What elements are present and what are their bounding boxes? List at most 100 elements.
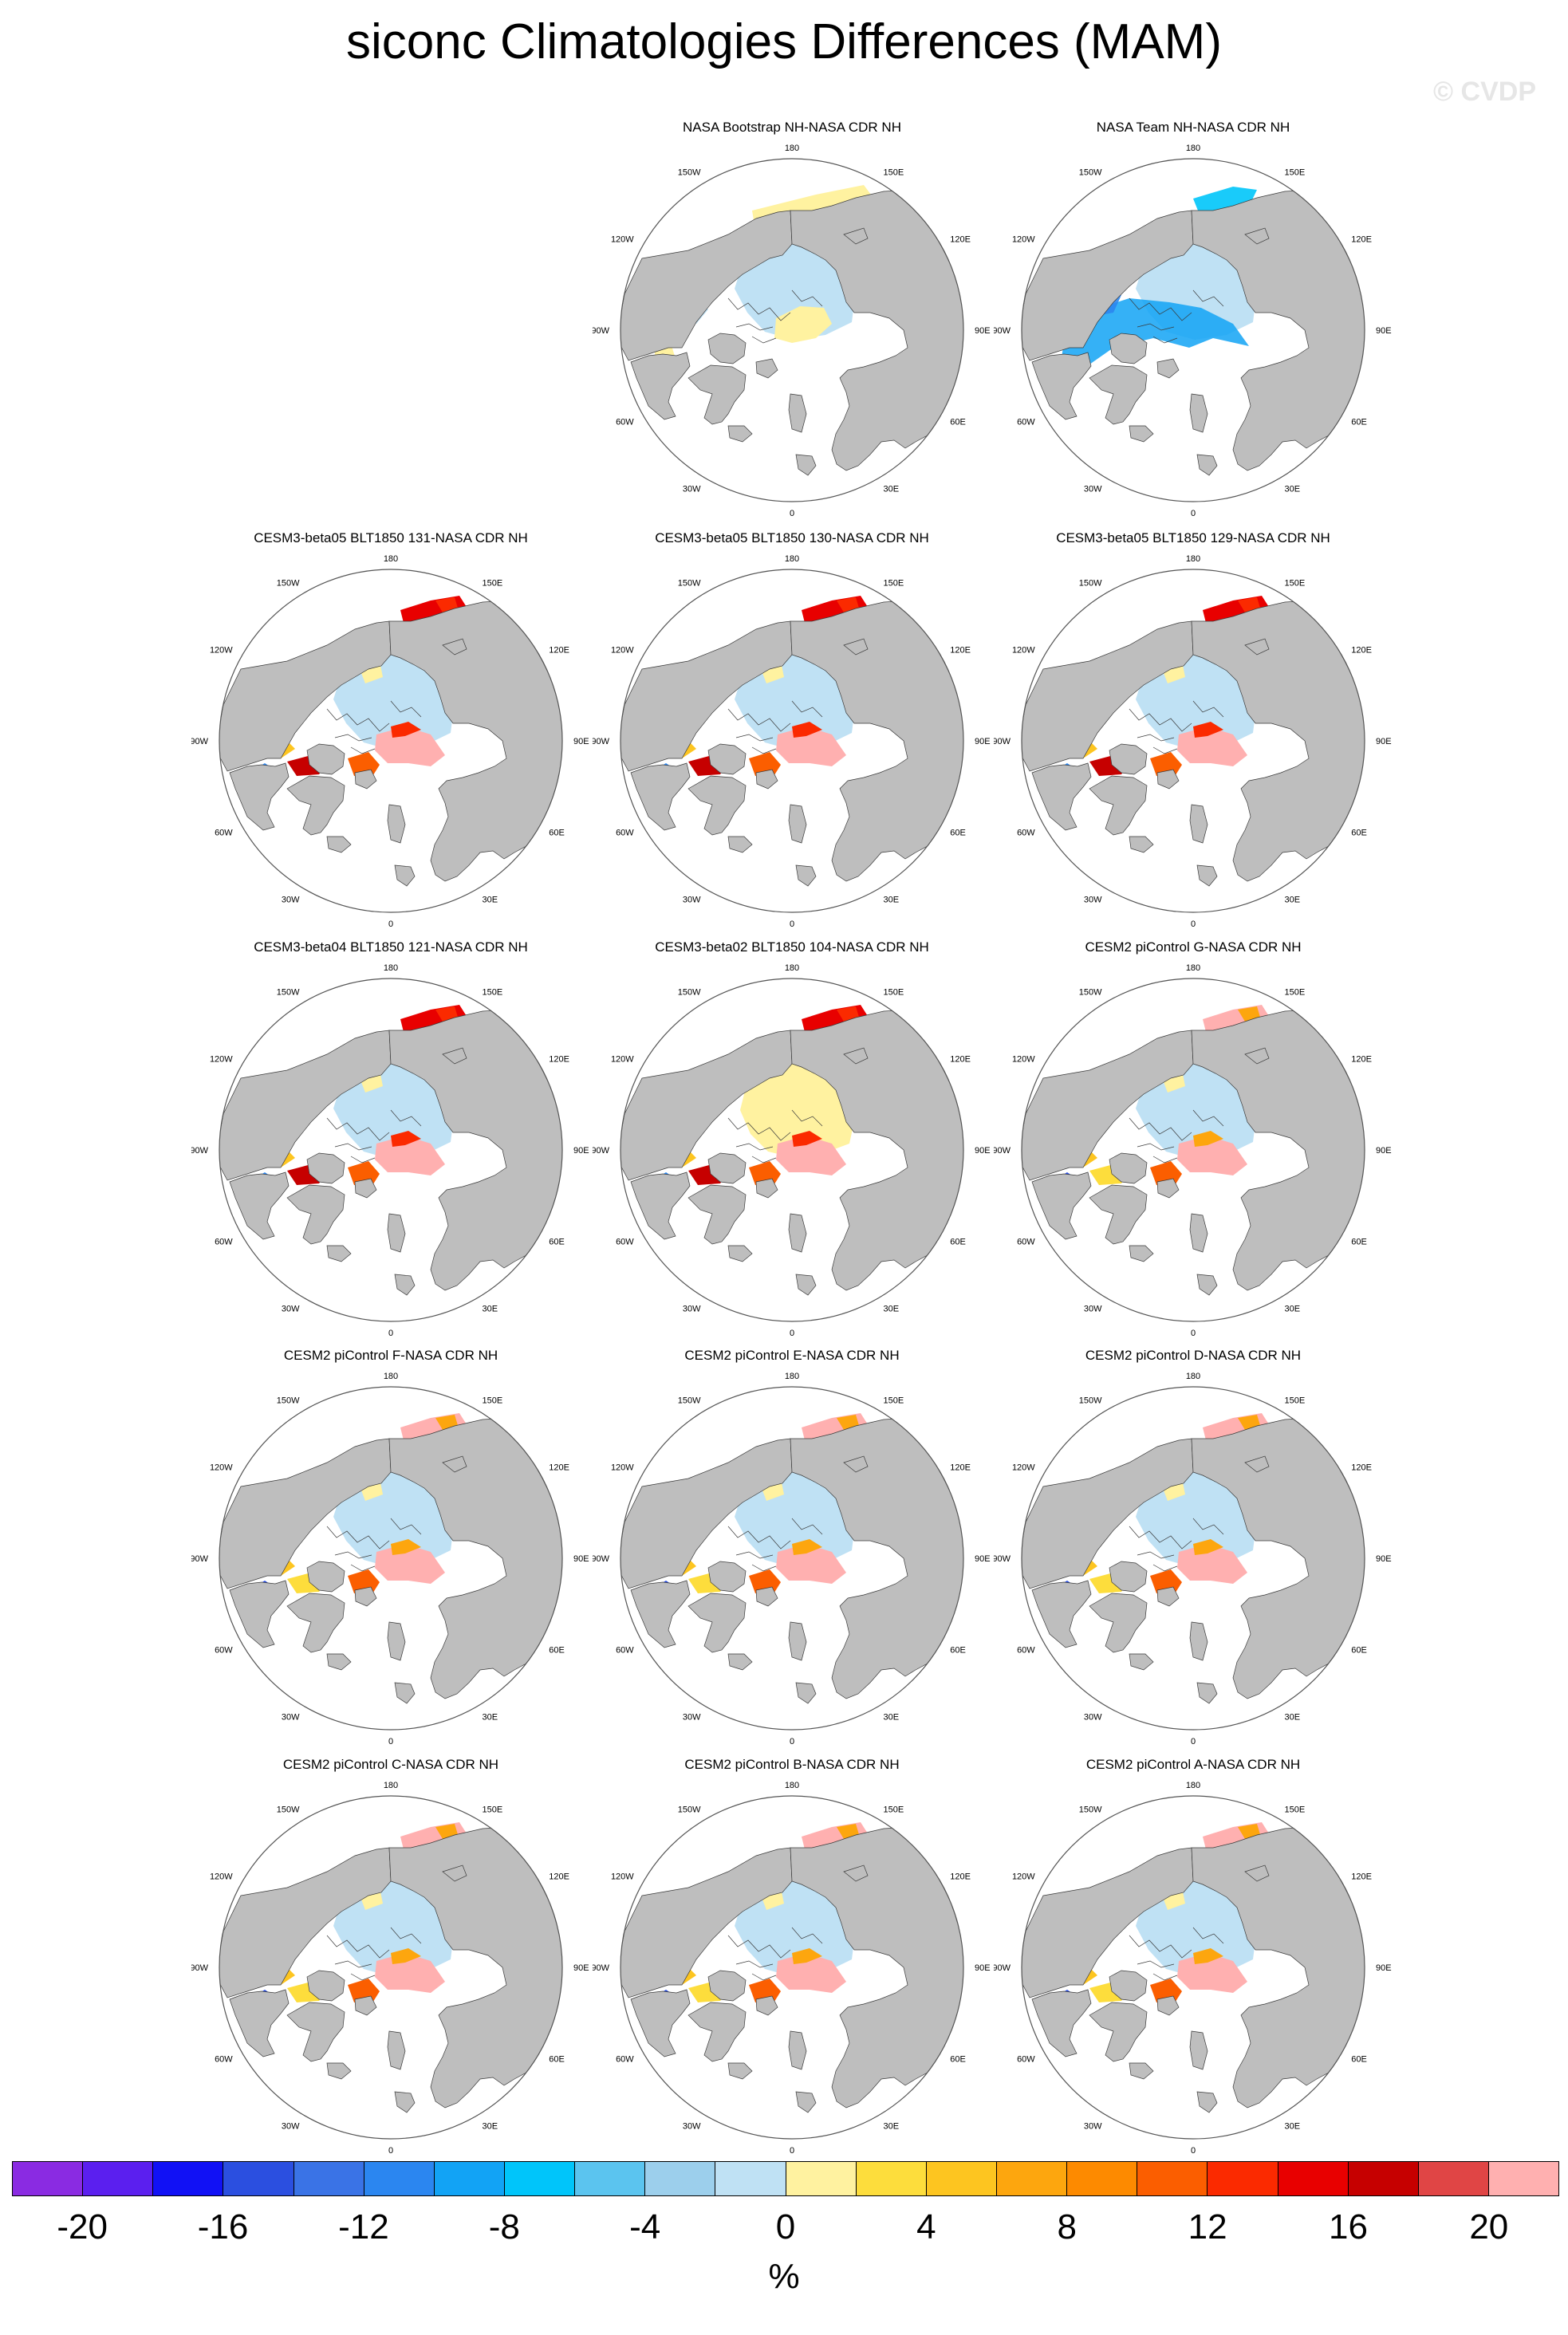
colorbar-box <box>1348 2162 1419 2195</box>
map-border <box>219 978 563 1322</box>
panel-title: NASA Bootstrap NH-NASA CDR NH <box>683 120 901 135</box>
longitude-label: 30W <box>282 895 300 904</box>
landmass <box>1244 1455 1270 1473</box>
longitude-label: 90E <box>573 1554 589 1564</box>
landmass <box>1022 210 1194 361</box>
longitude-label: 30E <box>1285 1712 1301 1722</box>
longitude-label: 30E <box>483 1712 498 1722</box>
map-border <box>1021 569 1365 913</box>
map-border <box>620 1386 964 1731</box>
longitude-label: 30E <box>483 1304 498 1313</box>
longitude-label: 120W <box>611 1872 634 1882</box>
longitude-label: 120E <box>1351 235 1372 245</box>
longitude-label: 150W <box>277 988 300 998</box>
landmass <box>1129 2062 1154 2080</box>
polar-map: 180 150E 120E 90E 60E 30E 0 30W 60W 90W 120W 150W <box>191 963 589 1338</box>
landmass <box>1189 804 1208 844</box>
longitude-label: 30E <box>1285 2121 1301 2131</box>
longitude-label: 0 <box>1191 1329 1196 1338</box>
longitude-label: 90W <box>593 1146 610 1156</box>
longitude-label: 120E <box>1351 1055 1372 1065</box>
colorbar-box <box>996 2162 1068 2195</box>
longitude-label: 120E <box>549 1872 569 1882</box>
map-border <box>620 1795 964 2140</box>
landmass <box>630 1989 691 2057</box>
polar-map: 180 150E 120E 90E 60E 30E 0 30W 60W 90W 120W 150W <box>191 1781 589 2156</box>
landmass <box>1189 1621 1208 1661</box>
polar-map: 180 150E 120E 90E 60E 30E 0 30W 60W 90W 120W 150W <box>191 1372 589 1746</box>
longitude-label: 60W <box>1017 1238 1035 1247</box>
landmass <box>229 1989 290 2057</box>
landmass <box>1031 352 1092 420</box>
landmass <box>707 1970 747 2002</box>
longitude-label: 150E <box>1285 579 1306 589</box>
landmass <box>727 2062 753 2080</box>
landmass <box>1031 1171 1092 1240</box>
longitude-label: 180 <box>785 144 799 153</box>
colorbar-box <box>434 2162 505 2195</box>
landmass <box>1189 2030 1208 2070</box>
longitude-label: 30W <box>282 1304 300 1313</box>
coastline-detail <box>727 1518 823 1572</box>
colorbar-box <box>223 2162 294 2195</box>
longitude-label: 90W <box>994 1554 1011 1564</box>
landmass <box>790 189 963 471</box>
longitude-label: 150E <box>1285 1396 1306 1406</box>
landmass <box>326 836 352 853</box>
longitude-label: 0 <box>388 2146 393 2156</box>
landmass <box>1022 1438 1194 1589</box>
longitude-label: 0 <box>388 919 393 929</box>
panel-title: CESM3-beta05 BLT1850 129-NASA CDR NH <box>1056 530 1330 545</box>
colorbar-box <box>856 2162 927 2195</box>
colorbar-units: % <box>768 2257 800 2296</box>
colorbar-box <box>1278 2162 1349 2195</box>
longitude-label: 60E <box>549 829 565 838</box>
longitude-label: 30E <box>884 484 900 494</box>
landmass <box>1191 1009 1365 1291</box>
polar-map: 180 150E 120E 90E 60E 30E 0 30W 60W 90W 120W 150W <box>994 1781 1392 2156</box>
landmass <box>790 1417 963 1699</box>
map-content <box>1022 596 1365 887</box>
landmass <box>707 333 747 364</box>
sea-ice-barents-edge-patch <box>1193 1131 1223 1147</box>
longitude-label: 150W <box>1079 1805 1102 1815</box>
longitude-label: 120E <box>1351 1463 1372 1473</box>
landmass <box>1244 1047 1270 1065</box>
longitude-label: 180 <box>384 554 398 564</box>
longitude-label: 90E <box>975 1963 991 1973</box>
map-panel: CESM2 piControl F-NASA CDR NH 180 150E 120E… <box>191 1348 590 1746</box>
longitude-label: 180 <box>1186 554 1200 564</box>
landmass <box>843 1047 869 1065</box>
coastline-detail <box>326 1109 422 1164</box>
landmass <box>1109 1152 1148 1184</box>
landmass <box>354 769 377 789</box>
longitude-label: 60W <box>215 2055 233 2065</box>
sea-ice-barents-edge-patch <box>1193 722 1223 738</box>
longitude-label: 90W <box>191 1554 209 1564</box>
longitude-label: 120W <box>611 235 634 245</box>
sea-ice-barents-edge-patch <box>1193 1539 1223 1555</box>
longitude-label: 60W <box>1017 418 1035 427</box>
map-content <box>621 1005 963 1296</box>
longitude-label: 30E <box>884 1712 900 1722</box>
longitude-label: 120E <box>950 646 971 656</box>
longitude-label: 0 <box>1191 1737 1196 1746</box>
panel-title: CESM2 piControl F-NASA CDR NH <box>283 1348 498 1363</box>
landmass <box>1129 836 1154 853</box>
landmass <box>1109 743 1148 775</box>
landmass <box>727 836 753 853</box>
coastline-detail <box>1129 1109 1224 1164</box>
map-border <box>1021 158 1365 502</box>
coastline-detail <box>727 289 823 344</box>
map-panel: CESM3-beta02 BLT1850 104-NASA CDR NH 180 1… <box>593 939 991 1338</box>
cvdp-watermark: © CVDP <box>1433 77 1536 107</box>
landmass <box>1244 638 1270 656</box>
map-border <box>1021 1386 1365 1731</box>
coastline-detail <box>727 1109 823 1164</box>
colorbar-tick-label: 0 <box>775 2207 796 2246</box>
colorbar-tick-label: -20 <box>57 2207 108 2246</box>
longitude-label: 90E <box>975 1146 991 1156</box>
landmass <box>1196 454 1218 476</box>
sea-ice-barents-edge-patch <box>1193 1948 1223 1964</box>
longitude-label: 0 <box>1191 509 1196 518</box>
